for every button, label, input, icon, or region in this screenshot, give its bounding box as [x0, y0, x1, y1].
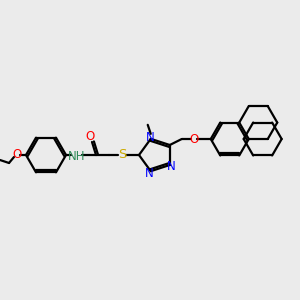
Text: O: O [12, 148, 22, 161]
Text: NH: NH [68, 149, 86, 163]
Text: N: N [146, 131, 155, 144]
Text: N: N [146, 167, 154, 180]
Text: O: O [189, 133, 198, 146]
Text: S: S [118, 148, 126, 161]
Text: N: N [167, 160, 175, 173]
Text: O: O [85, 130, 94, 143]
